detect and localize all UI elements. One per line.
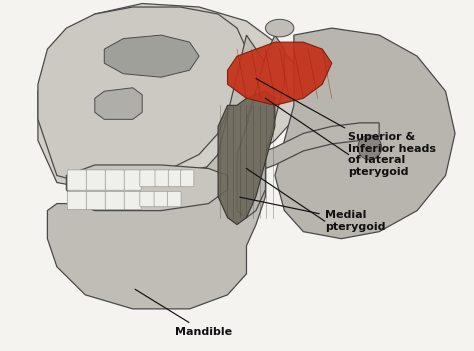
Polygon shape	[38, 7, 246, 186]
FancyBboxPatch shape	[86, 191, 106, 210]
FancyBboxPatch shape	[105, 170, 125, 190]
FancyBboxPatch shape	[124, 170, 141, 190]
Polygon shape	[275, 28, 455, 239]
Polygon shape	[237, 123, 379, 172]
Text: Medial
pterygoid: Medial pterygoid	[240, 197, 385, 232]
Polygon shape	[47, 35, 265, 309]
FancyBboxPatch shape	[155, 170, 170, 187]
FancyBboxPatch shape	[140, 191, 155, 207]
FancyBboxPatch shape	[86, 170, 106, 190]
FancyBboxPatch shape	[67, 191, 87, 210]
FancyBboxPatch shape	[168, 170, 182, 187]
FancyBboxPatch shape	[105, 191, 125, 210]
Polygon shape	[218, 91, 275, 225]
FancyBboxPatch shape	[154, 191, 169, 207]
FancyBboxPatch shape	[67, 170, 87, 190]
FancyBboxPatch shape	[181, 170, 194, 187]
FancyBboxPatch shape	[167, 191, 181, 207]
Polygon shape	[95, 88, 142, 119]
Polygon shape	[38, 4, 303, 190]
Ellipse shape	[265, 19, 294, 37]
FancyBboxPatch shape	[140, 170, 156, 187]
Text: Mandible: Mandible	[135, 289, 233, 337]
Text: Superior &
Inferior heads
of lateral
pterygoid: Superior & Inferior heads of lateral pte…	[256, 79, 437, 177]
FancyBboxPatch shape	[124, 191, 141, 210]
Ellipse shape	[358, 135, 382, 160]
Polygon shape	[228, 42, 332, 105]
Polygon shape	[237, 35, 284, 218]
Polygon shape	[104, 35, 199, 77]
Polygon shape	[66, 165, 228, 211]
